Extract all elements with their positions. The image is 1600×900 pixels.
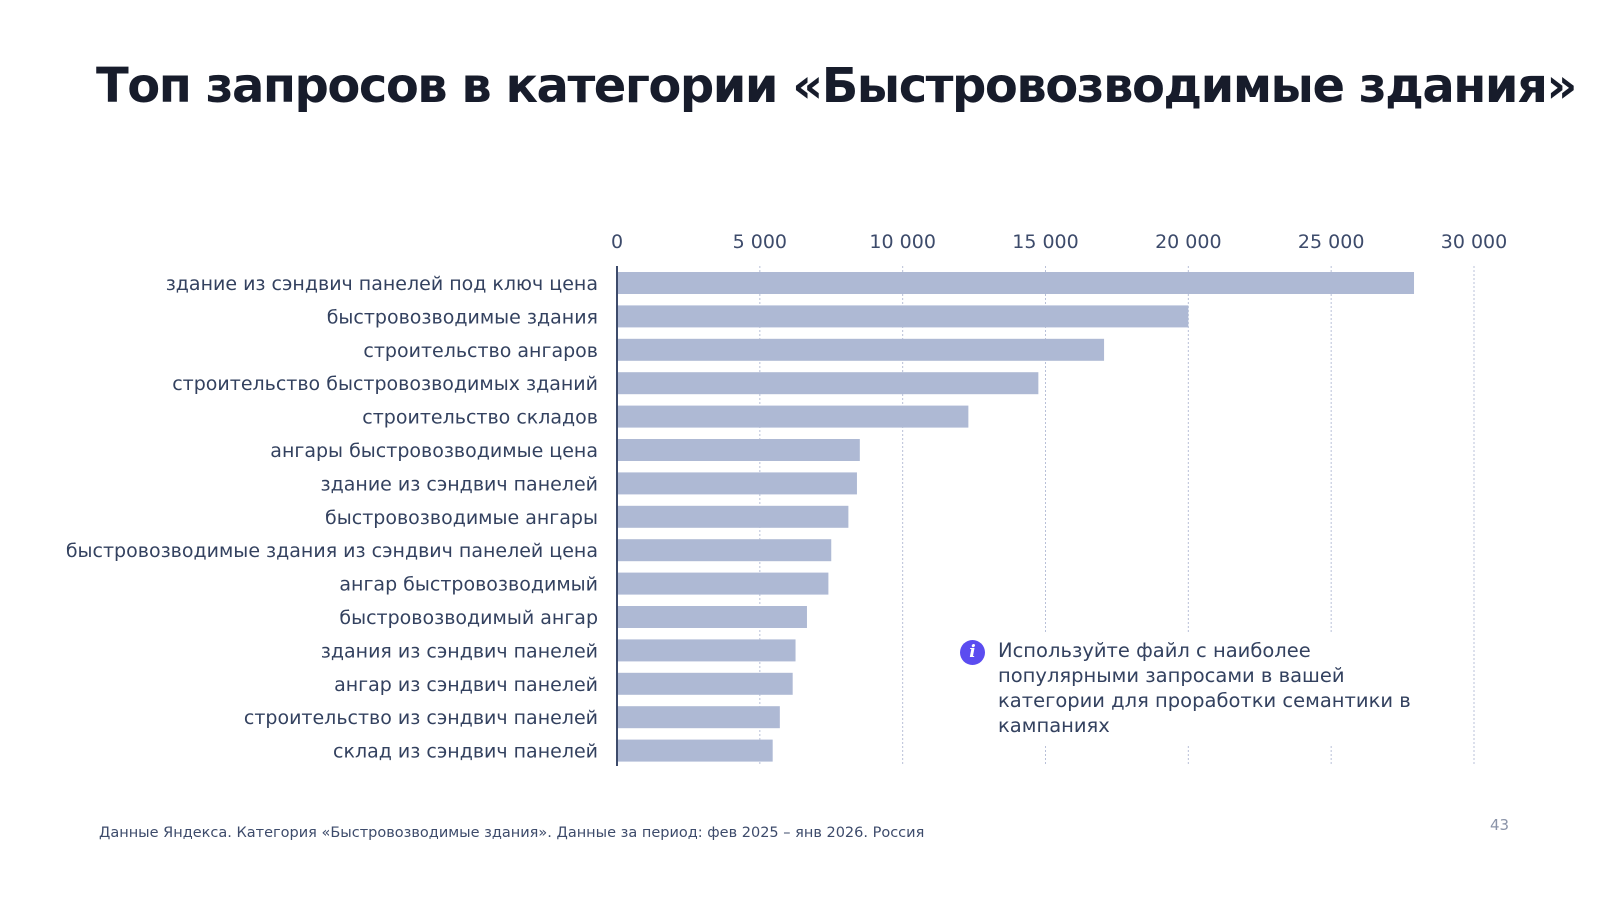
- bar: [617, 572, 829, 595]
- bar: [617, 338, 1105, 361]
- chart-bars: [617, 272, 1415, 762]
- bar: [617, 472, 857, 495]
- category-label: строительство ангаров: [363, 340, 598, 362]
- bar: [617, 505, 849, 528]
- category-label: ангары быстровозводимые цена: [270, 440, 598, 462]
- category-label: быстровозводимые ангары: [325, 507, 598, 529]
- bar: [617, 439, 860, 461]
- info-note-text: Используйте файл с наиболее популярными …: [998, 639, 1411, 737]
- category-labels: здание из сэндвич панелей под ключ цена б…: [66, 273, 598, 763]
- bar: [617, 639, 796, 662]
- bar: [617, 706, 780, 729]
- category-label: быстровозводимые здания из сэндвич панел…: [66, 540, 598, 562]
- bar: [617, 739, 773, 762]
- x-tick-label: 15 000: [1012, 231, 1078, 253]
- info-icon: i: [960, 640, 985, 665]
- source-footnote: Данные Яндекса. Категория «Быстровозводи…: [99, 825, 925, 841]
- page-number: 43: [1490, 816, 1510, 834]
- category-label: ангар из сэндвич панелей: [334, 674, 598, 696]
- category-label: строительство быстровозводимых зданий: [172, 373, 598, 395]
- category-label: склад из сэндвич панелей: [333, 741, 598, 763]
- x-tick-label: 30 000: [1441, 231, 1507, 253]
- info-note: i Используйте файл с наиболее популярным…: [960, 632, 1440, 744]
- category-label: быстровозводимый ангар: [339, 607, 598, 629]
- category-label: здания из сэндвич панелей: [321, 640, 598, 662]
- category-label: строительство складов: [362, 407, 598, 429]
- x-tick-label: 0: [611, 231, 623, 253]
- bar: [617, 672, 793, 695]
- bar: [617, 405, 969, 428]
- x-tick-label: 5 000: [733, 231, 787, 253]
- x-tick-label: 20 000: [1155, 231, 1221, 253]
- category-label: быстровозводимые здания: [327, 306, 598, 328]
- page-title: Топ запросов в категории «Быстровозводим…: [96, 58, 1577, 114]
- bar: [617, 272, 1415, 294]
- bar: [617, 606, 807, 628]
- category-label: ангар быстровозводимый: [339, 574, 598, 596]
- bar: [617, 305, 1189, 328]
- x-tick-label: 10 000: [869, 231, 935, 253]
- bar: [617, 372, 1039, 395]
- category-label: здание из сэндвич панелей под ключ цена: [166, 273, 598, 295]
- x-axis-ticks: 0 5 000 10 000 15 000 20 000 25 000 30 000: [611, 231, 1507, 253]
- x-tick-label: 25 000: [1298, 231, 1364, 253]
- category-label: строительство из сэндвич панелей: [244, 707, 598, 729]
- category-label: здание из сэндвич панелей: [321, 473, 598, 495]
- bar: [617, 539, 832, 562]
